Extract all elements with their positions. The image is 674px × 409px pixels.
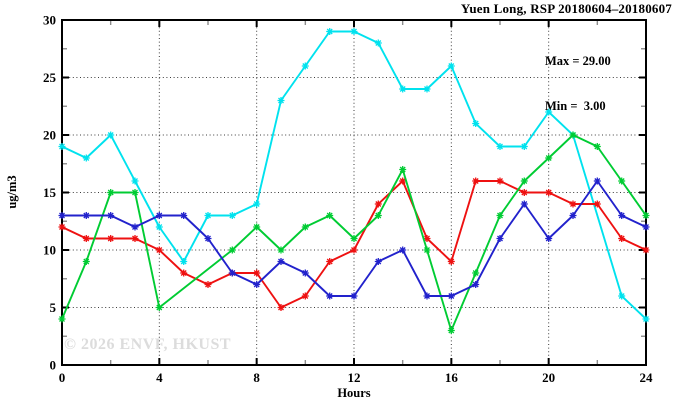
- plot-border: [61, 19, 647, 366]
- x-tick-label: 4: [156, 370, 163, 385]
- max-min-annotation: Max = 29.00 Min = 3.00: [545, 24, 611, 144]
- x-tick-label: 24: [640, 370, 654, 385]
- chart-title: Yuen Long, RSP 20180604–20180607: [460, 1, 672, 16]
- x-tick-label: 0: [59, 370, 66, 385]
- y-tick-label: 30: [43, 13, 56, 28]
- series-markers-green-series: [58, 131, 650, 334]
- y-tick-label: 25: [43, 70, 57, 85]
- x-tick-label: 20: [542, 370, 555, 385]
- series-line-red-series: [60, 180, 648, 309]
- x-axis-label: Hours: [337, 386, 371, 400]
- x-tick-label: 12: [348, 370, 361, 385]
- y-tick-label: 15: [43, 185, 57, 200]
- y-tick-label: 20: [43, 128, 56, 143]
- y-tick-label: 10: [43, 243, 56, 258]
- y-tick-label: 5: [50, 300, 57, 315]
- watermark: © 2026 ENVF, HKUST: [64, 336, 232, 353]
- y-axis-label: ug/m3: [5, 175, 19, 209]
- series-markers-blue-series: [58, 177, 650, 300]
- series-line-cyan-series: [60, 30, 648, 321]
- tick-labels: 0 5 10 15 20 25 30 0 4 8 12 16 20 24: [43, 13, 653, 386]
- min-value-label: Min = 3.00: [545, 99, 606, 113]
- max-value-label: Max = 29.00: [545, 54, 611, 68]
- series-markers-red-series: [58, 177, 650, 311]
- x-tick-label: 8: [253, 370, 260, 385]
- x-tick-label: 16: [445, 370, 459, 385]
- y-tick-label: 0: [50, 358, 57, 373]
